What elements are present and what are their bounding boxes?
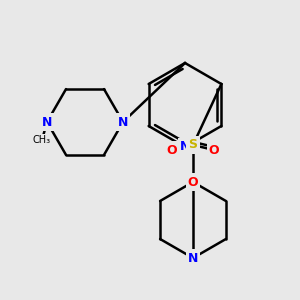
Text: N: N [42, 116, 52, 128]
Text: O: O [209, 143, 219, 157]
Text: O: O [188, 176, 198, 188]
Text: N: N [118, 116, 128, 128]
Text: O: O [167, 143, 177, 157]
Text: S: S [188, 139, 197, 152]
Text: N: N [188, 251, 198, 265]
Text: N: N [180, 140, 190, 154]
Text: CH₃: CH₃ [33, 135, 51, 145]
